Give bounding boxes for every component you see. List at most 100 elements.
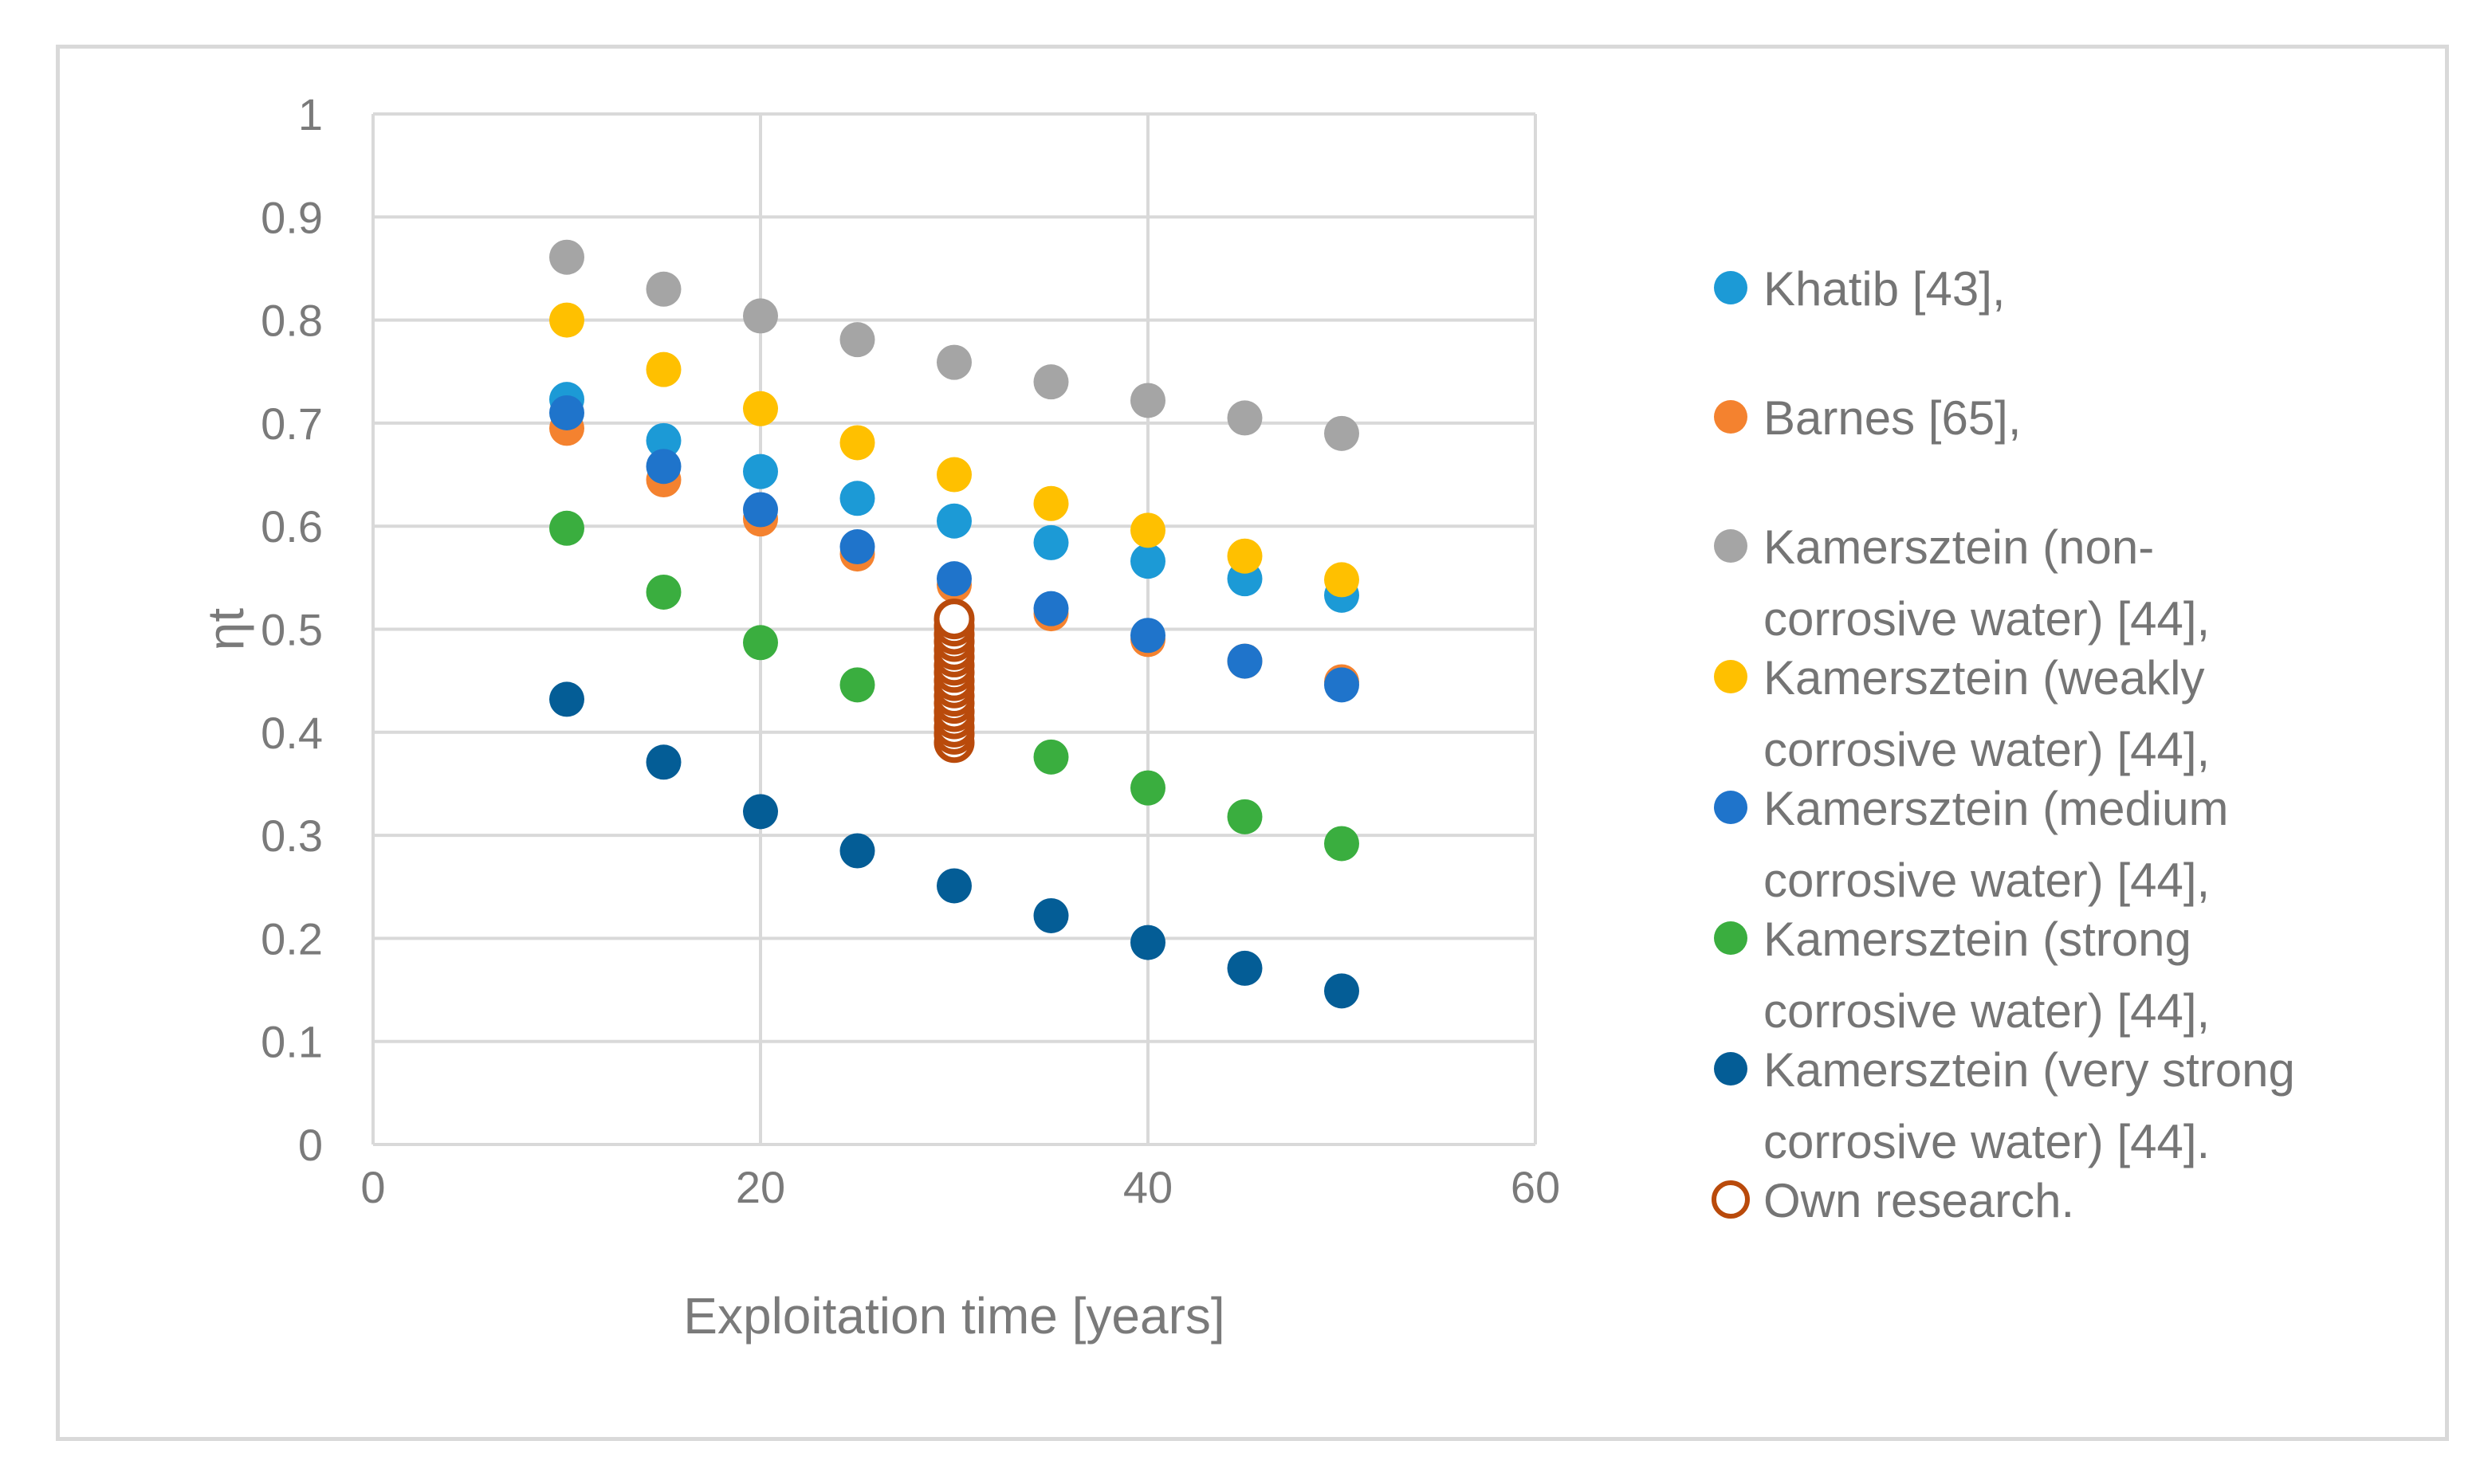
data-point: [549, 239, 584, 275]
data-point: [1033, 591, 1069, 626]
legend-item: Own research.: [1712, 1174, 2074, 1227]
data-point: [743, 625, 778, 661]
data-point: [743, 492, 778, 528]
legend-marker: [1714, 921, 1747, 955]
data-point: [937, 344, 972, 380]
data-point: [839, 481, 875, 516]
legend-item: Kamersztein (weakly corrosive water) [44]…: [1714, 651, 2210, 776]
data-point: [1324, 415, 1359, 451]
data-point: [549, 395, 584, 430]
y-tick-label: 0.6: [261, 501, 323, 552]
legend-label: corrosive water) [44],: [1763, 984, 2210, 1038]
legend-label: corrosive water) [44],: [1763, 854, 2210, 907]
data-point: [1227, 400, 1263, 436]
chart-frame: Exploitation time [years] ηt 0 0.1 0.2 0.3 0…: [56, 45, 2449, 1441]
legend-label: Kamersztein (medium: [1763, 782, 2229, 835]
axis-layer: Exploitation time [years] ηt 0 0.1 0.2 0.3 0…: [197, 89, 1560, 1345]
data-point: [743, 391, 778, 426]
data-point: [933, 599, 975, 640]
series-group: [549, 395, 1359, 703]
y-tick-label: 0.9: [261, 192, 323, 242]
data-point: [1033, 524, 1069, 560]
y-axis-title: ηt: [197, 608, 254, 651]
data-point: [1227, 950, 1263, 986]
data-point: [646, 351, 682, 387]
data-point: [1324, 667, 1359, 703]
x-tick-label: 0: [360, 1162, 385, 1212]
y-tick-label: 1: [298, 89, 323, 139]
legend-marker: [1714, 400, 1747, 434]
data-point: [1130, 383, 1165, 418]
data-point: [1033, 364, 1069, 400]
data-point: [1130, 770, 1165, 806]
y-tick-label: 0.1: [261, 1017, 323, 1067]
points-layer: [549, 239, 1359, 1009]
data-point: [1033, 485, 1069, 521]
data-point: [743, 453, 778, 489]
legend-label: corrosive water) [44].: [1763, 1115, 2210, 1168]
data-point: [1227, 643, 1263, 679]
legend-label: corrosive water) [44],: [1763, 592, 2210, 646]
legend-item: Barnes [65],: [1714, 391, 2022, 445]
data-point: [1227, 538, 1263, 574]
legend-label: Kamersztein (weakly: [1763, 651, 2205, 705]
legend-item: Kamersztein (medium corrosive water) [44]…: [1714, 782, 2229, 907]
data-point: [937, 457, 972, 493]
legend-marker: [1714, 271, 1747, 304]
y-tick-label: 0.5: [261, 605, 323, 655]
data-point: [1130, 512, 1165, 548]
x-tick-label: 40: [1123, 1162, 1173, 1212]
data-point: [549, 510, 584, 546]
y-tick-label: 0.7: [261, 398, 323, 449]
legend-marker: [1714, 791, 1747, 824]
x-axis-title: Exploitation time [years]: [683, 1287, 1224, 1345]
legend-label: Khatib [43],: [1763, 262, 2006, 316]
series-group: [549, 302, 1359, 598]
x-tick-label: 20: [736, 1162, 785, 1212]
legend-label: Barnes [65],: [1763, 391, 2022, 445]
series-group: [549, 239, 1359, 451]
y-tick-label: 0.3: [261, 811, 323, 861]
series-group: [933, 599, 975, 764]
data-point: [1033, 897, 1069, 933]
legend-item: Kamersztein (very strong corrosive water)…: [1714, 1043, 2295, 1168]
data-point: [646, 422, 682, 458]
legend-item: Kamersztein (non-corrosive water) [44],: [1714, 520, 2210, 646]
legend-item: Khatib [43],: [1714, 262, 2006, 316]
data-point: [1130, 618, 1165, 654]
data-point: [646, 449, 682, 485]
data-point: [937, 561, 972, 597]
data-point: [743, 298, 778, 334]
legend-label: Own research.: [1763, 1174, 2074, 1227]
y-tick-label: 0.8: [261, 296, 323, 346]
data-point: [839, 833, 875, 869]
data-point: [937, 868, 972, 904]
data-point: [839, 425, 875, 461]
data-point: [743, 794, 778, 830]
legend-marker: [1714, 660, 1747, 693]
data-point: [646, 744, 682, 780]
data-point: [1227, 799, 1263, 834]
data-point: [1324, 826, 1359, 862]
legend-marker: [1714, 529, 1747, 563]
legend-label: Kamersztein (strong: [1763, 913, 2191, 966]
data-point: [839, 667, 875, 703]
data-point: [549, 681, 584, 717]
data-point: [549, 302, 584, 338]
data-point: [1130, 544, 1165, 579]
series-group: [549, 681, 1359, 1009]
data-point: [1033, 739, 1069, 775]
scatter-chart: Exploitation time [years] ηt 0 0.1 0.2 0.3 0…: [197, 89, 2295, 1345]
data-point: [646, 271, 682, 307]
legend-marker: [1712, 1180, 1750, 1219]
legend-label: Kamersztein (very strong: [1763, 1043, 2295, 1097]
legend: Khatib [43], Barnes [65], Kamersztein (non…: [1712, 262, 2295, 1227]
legend-label: Kamersztein (non-: [1763, 520, 2154, 574]
data-point: [937, 503, 972, 539]
legend-label: corrosive water) [44],: [1763, 723, 2210, 776]
y-tick-label: 0.4: [261, 708, 323, 758]
y-tick-label: 0: [298, 1120, 323, 1170]
y-tick-label: 0.2: [261, 913, 323, 964]
x-tick-label: 60: [1511, 1162, 1560, 1212]
data-point: [646, 574, 682, 610]
